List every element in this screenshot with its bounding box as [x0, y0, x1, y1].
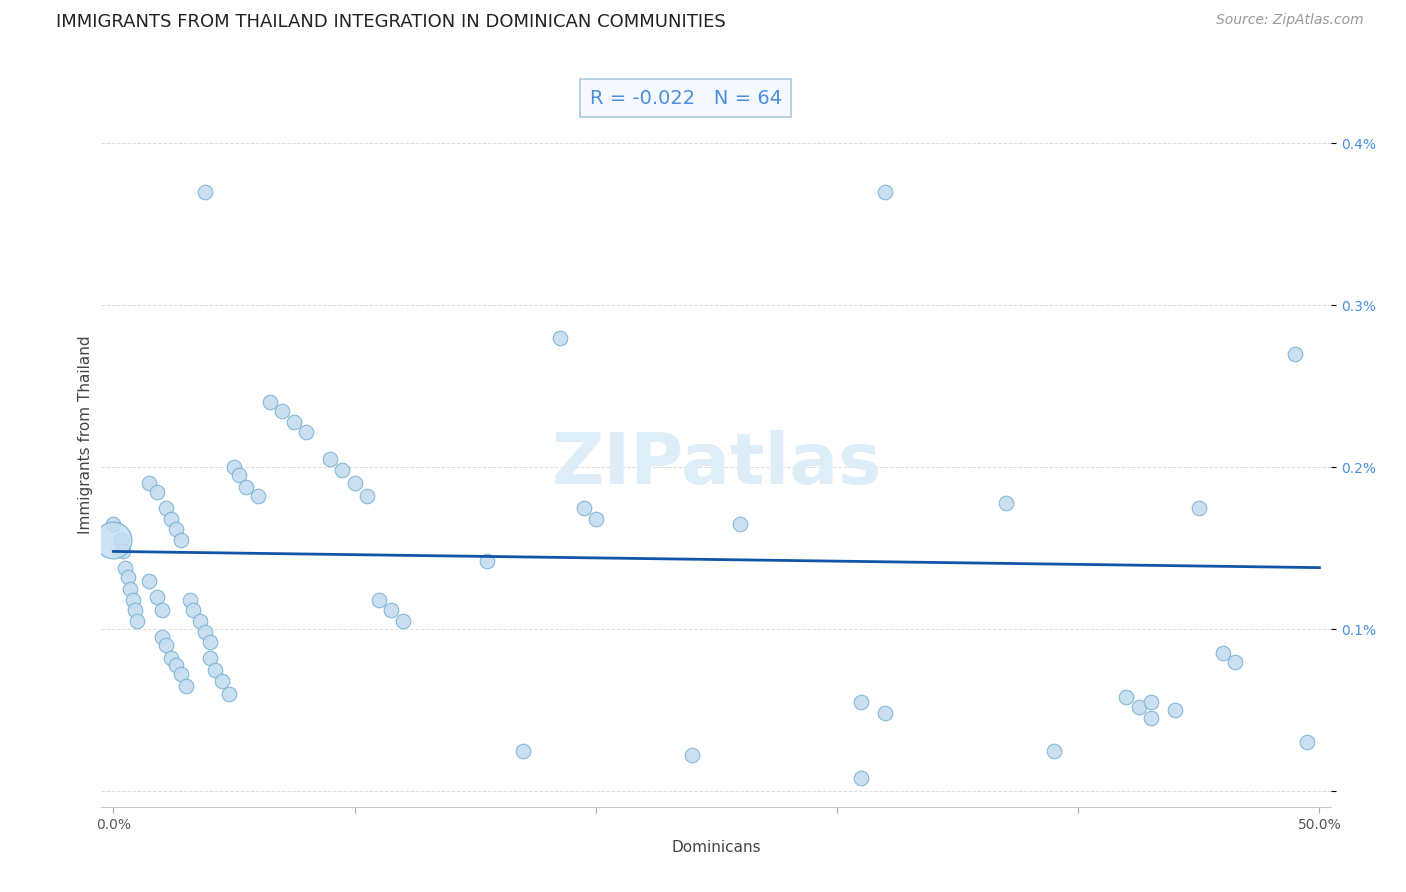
Point	[150, 630, 173, 644]
Point	[548, 331, 571, 345]
Point	[380, 603, 402, 617]
Point	[391, 614, 413, 628]
Point	[155, 638, 177, 652]
Point	[204, 663, 226, 677]
Point	[138, 476, 160, 491]
Point	[1212, 647, 1234, 661]
Point	[1115, 690, 1137, 705]
Point	[849, 695, 872, 709]
Point	[103, 533, 125, 547]
Point	[170, 533, 193, 547]
Point	[247, 489, 270, 503]
Point	[235, 480, 257, 494]
Point	[477, 554, 499, 568]
Point	[211, 673, 233, 688]
Point	[111, 544, 134, 558]
Point	[218, 687, 240, 701]
Point	[174, 679, 197, 693]
Point	[194, 625, 217, 640]
Point	[1139, 711, 1161, 725]
Point	[181, 603, 204, 617]
Point	[1296, 735, 1319, 749]
Point	[228, 468, 250, 483]
Point	[283, 415, 305, 429]
Point	[367, 593, 389, 607]
Point	[356, 489, 378, 503]
Point	[849, 771, 872, 785]
Point	[512, 743, 534, 757]
Text: R = -0.022   N = 64: R = -0.022 N = 64	[589, 88, 782, 108]
Text: IMMIGRANTS FROM THAILAND INTEGRATION IN DOMINICAN COMMUNITIES: IMMIGRANTS FROM THAILAND INTEGRATION IN …	[56, 13, 725, 31]
Point	[160, 651, 183, 665]
Point	[343, 476, 366, 491]
Text: ZIPatlas: ZIPatlas	[551, 430, 882, 500]
Y-axis label: Immigrants from Thailand: Immigrants from Thailand	[77, 335, 93, 534]
Point	[165, 522, 187, 536]
Point	[114, 560, 136, 574]
Text: Source: ZipAtlas.com: Source: ZipAtlas.com	[1216, 13, 1364, 28]
Point	[585, 512, 607, 526]
Point	[332, 463, 354, 477]
Point	[179, 593, 201, 607]
Point	[1043, 743, 1066, 757]
X-axis label: Dominicans: Dominicans	[672, 840, 761, 855]
Point	[103, 516, 125, 531]
Point	[730, 516, 752, 531]
Point	[1139, 695, 1161, 709]
Point	[127, 614, 149, 628]
Point	[198, 651, 221, 665]
Point	[994, 496, 1017, 510]
Point	[271, 403, 294, 417]
Point	[145, 590, 167, 604]
Point	[121, 593, 143, 607]
Point	[572, 500, 595, 515]
Point	[1284, 347, 1306, 361]
Point	[120, 582, 142, 596]
Point	[110, 533, 132, 547]
Point	[170, 667, 193, 681]
Point	[160, 512, 183, 526]
Point	[681, 748, 703, 763]
Point	[259, 395, 281, 409]
Point	[222, 460, 245, 475]
Point	[875, 706, 897, 721]
Point	[1128, 699, 1150, 714]
Point	[194, 185, 217, 199]
Point	[150, 603, 173, 617]
Point	[1163, 703, 1185, 717]
Point	[124, 603, 146, 617]
Point	[145, 484, 167, 499]
Point	[165, 657, 187, 672]
Point	[138, 574, 160, 588]
Point	[1188, 500, 1211, 515]
Point	[198, 635, 221, 649]
Point	[319, 452, 342, 467]
Point	[155, 500, 177, 515]
Point	[875, 185, 897, 199]
Point	[295, 425, 318, 439]
Point	[117, 570, 139, 584]
Point	[1223, 655, 1246, 669]
Point	[188, 614, 211, 628]
